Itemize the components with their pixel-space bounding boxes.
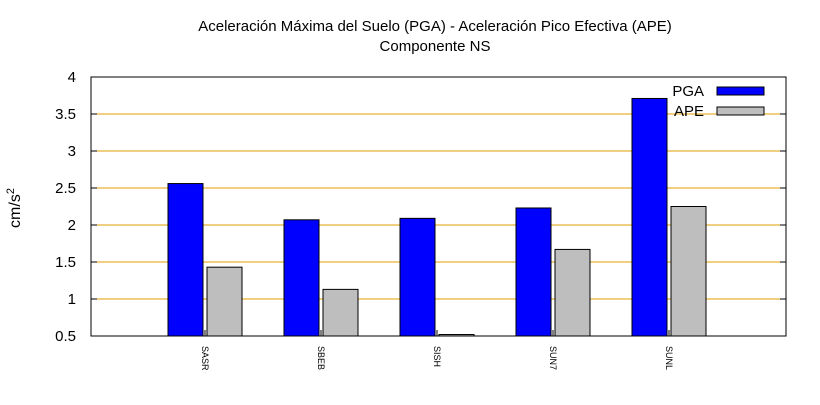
grid-lines	[91, 113, 786, 300]
x-tick-label: SISH	[432, 346, 442, 367]
x-tick-label: SASR	[200, 346, 210, 371]
bars	[167, 97, 707, 337]
legend-label-ape: APE	[674, 103, 704, 120]
y-tick-label: 1	[68, 291, 76, 308]
y-tick-label: 2.5	[55, 180, 76, 197]
y-tick-label: 1.5	[55, 254, 76, 271]
y-tick-label: 3.5	[55, 106, 76, 123]
y-axis-label: cm/s2	[5, 188, 24, 228]
bar-pga-sbeb	[283, 219, 320, 337]
plot-area-border	[90, 76, 787, 337]
y-axis-ticks: 0.5 1 1.5 2 2.5 3 3.5 4	[55, 69, 786, 345]
bar-ape-sbeb	[322, 288, 359, 337]
bar-pga-sasr	[167, 183, 204, 337]
x-tick-label: SUN7	[548, 346, 558, 370]
legend-label-pga: PGA	[672, 83, 704, 100]
legend: PGA APE	[672, 83, 765, 120]
legend-swatch-ape	[716, 106, 765, 116]
bar-ape-sunl	[670, 206, 707, 337]
bar-ape-sasr	[206, 266, 243, 337]
y-tick-label: 4	[68, 69, 76, 86]
legend-swatch-pga	[716, 86, 765, 96]
y-tick-label: 0.5	[55, 328, 76, 345]
x-tick-label: SBEB	[316, 346, 326, 370]
bar-pga-sun7	[515, 207, 552, 337]
x-axis-ticks: SASR SBEB SISH SUN7 SUNL	[200, 330, 674, 371]
y-tick-label: 3	[68, 143, 76, 160]
bar-pga-sish	[399, 217, 436, 337]
y-tick-label: 2	[68, 217, 76, 234]
x-tick-label: SUNL	[664, 346, 674, 370]
bar-pga-sunl	[631, 97, 668, 337]
chart-subtitle: Componente NS	[380, 38, 491, 55]
bar-ape-sun7	[554, 248, 591, 337]
chart-title: Aceleración Máxima del Suelo (PGA) - Ace…	[198, 18, 672, 35]
